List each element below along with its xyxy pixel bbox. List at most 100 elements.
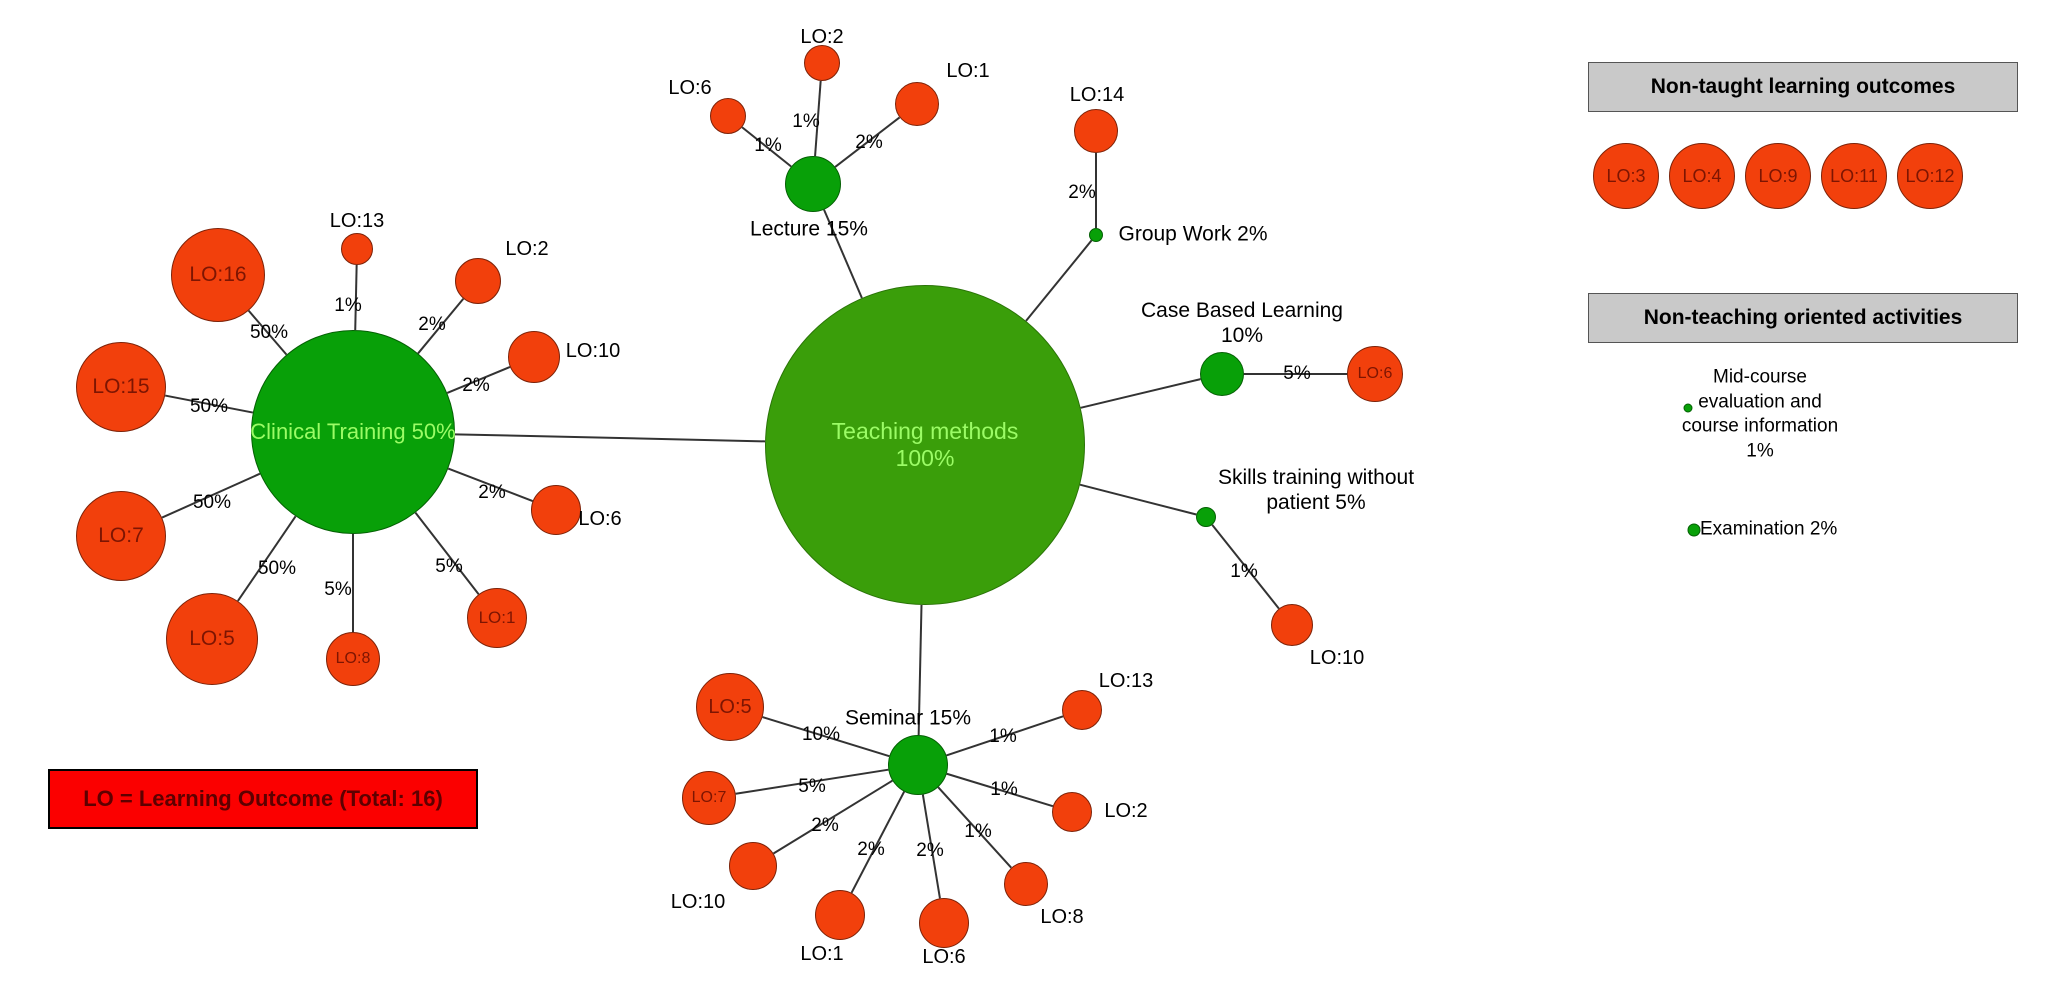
edge-percent-ct-lo5: 50%: [257, 558, 297, 579]
node-ct-lo13[interactable]: [341, 233, 373, 265]
node-label-clinical-training: Clinical Training 50%: [250, 419, 456, 445]
learning-outcome-legend-text: LO = Learning Outcome (Total: 16): [83, 786, 443, 811]
non-taught-outcome-lo4[interactable]: LO:4: [1669, 143, 1735, 209]
non-taught-outcome-label: LO:9: [1758, 165, 1798, 186]
edge-percent-ct-lo10: 2%: [462, 375, 490, 396]
edge-percent-sem-lo5: 10%: [801, 724, 841, 745]
node-ct-lo15-label: LO:15: [92, 375, 150, 398]
edge-percent-ct-lo1: 5%: [435, 556, 463, 577]
node-label-skills-training: Skills training without patient 5%: [1217, 466, 1415, 514]
non-taught-outcome-lo3[interactable]: LO:3: [1593, 143, 1659, 209]
node-sem-lo7-label: LO:7: [691, 789, 727, 806]
node-label-ct-lo13: LO:13: [329, 210, 385, 233]
edge-percent-sem-lo10: 2%: [811, 815, 839, 836]
panel-non-taught-title: Non-taught learning outcomes: [1650, 75, 1956, 98]
node-sem-lo7[interactable]: LO:7: [682, 771, 736, 825]
node-ct-lo7-label: LO:7: [98, 524, 144, 547]
node-clinical-training[interactable]: [251, 330, 455, 534]
edge-percent-ct-lo13: 1%: [334, 295, 362, 316]
node-sem-lo2[interactable]: [1052, 792, 1092, 832]
node-skills-training[interactable]: [1196, 507, 1216, 527]
node-label-sem-lo2: LO:2: [1104, 800, 1148, 823]
non-taught-outcome-label: LO:4: [1682, 165, 1722, 186]
non-taught-outcome-list: LO:3 LO:4 LO:9 LO:11 LO:12: [1588, 140, 2018, 220]
node-ct-lo15[interactable]: LO:15: [76, 342, 166, 432]
edge-percent-sem-lo6: 2%: [916, 840, 944, 861]
node-case-based-learning[interactable]: [1200, 352, 1244, 396]
node-label-st-lo10: LO:10: [1309, 647, 1365, 670]
node-sem-lo6[interactable]: [919, 898, 969, 948]
node-gw-lo14[interactable]: [1074, 109, 1118, 153]
edge-teaching-methods-to-group-work: [1025, 239, 1093, 322]
edge-percent-lec-lo2: 1%: [792, 111, 820, 132]
node-ct-lo8[interactable]: LO:8: [326, 632, 380, 686]
node-ct-lo16-label: LO:16: [189, 263, 247, 286]
node-ct-lo10[interactable]: [508, 331, 560, 383]
node-label-sem-lo8: LO:8: [1040, 906, 1084, 929]
node-ct-lo1-label: LO:1: [478, 608, 516, 627]
edge-teaching-methods-to-case-based-learning: [1080, 378, 1201, 409]
node-sem-lo1[interactable]: [815, 890, 865, 940]
node-lec-lo2[interactable]: [804, 45, 840, 81]
node-label-lec-lo2: LO:2: [800, 26, 844, 49]
node-ct-lo6[interactable]: [531, 485, 581, 535]
node-label-ct-lo10: LO:10: [565, 340, 621, 363]
node-ct-lo2[interactable]: [455, 258, 501, 304]
edge-percent-sem-lo8: 1%: [964, 821, 992, 842]
node-ct-lo1[interactable]: LO:1: [467, 588, 527, 648]
node-lec-lo6[interactable]: [710, 98, 746, 134]
node-label-lec-lo1: LO:1: [946, 60, 990, 83]
edge-clinical-training-to-ct-lo1: [414, 512, 480, 595]
node-lec-lo1[interactable]: [895, 82, 939, 126]
node-label-lecture: Lecture 15%: [750, 217, 868, 241]
non-taught-outcome-lo11[interactable]: LO:11: [1821, 143, 1887, 209]
node-label-gw-lo14: LO:14: [1069, 84, 1125, 107]
node-sem-lo5[interactable]: LO:5: [696, 673, 764, 741]
node-sem-lo8[interactable]: [1004, 862, 1048, 906]
node-seminar[interactable]: [888, 735, 948, 795]
edge-percent-ct-lo15: 50%: [189, 396, 229, 417]
node-label-seminar: Seminar 15%: [844, 706, 972, 730]
node-label-teaching-methods: Teaching methods 100%: [831, 417, 1019, 471]
edge-percent-sem-lo2: 1%: [990, 779, 1018, 800]
node-ct-lo16[interactable]: LO:16: [171, 228, 265, 322]
node-label-sem-lo6: LO:6: [922, 946, 966, 969]
panel-non-taught-header: Non-taught learning outcomes: [1588, 62, 2018, 112]
edge-percent-cbl-lo6: 5%: [1283, 363, 1311, 384]
node-label-ct-lo6: LO:6: [578, 508, 622, 531]
non-taught-outcome-label: LO:11: [1830, 165, 1878, 186]
node-label-lec-lo6: LO:6: [668, 77, 712, 100]
mid-course-evaluation-dot: [1683, 403, 1693, 413]
node-ct-lo8-label: LO:8: [335, 650, 371, 667]
panel-non-teaching-header: Non-teaching oriented activities: [1588, 293, 2018, 343]
node-st-lo10[interactable]: [1271, 604, 1313, 646]
examination-label: Examination 2%: [1700, 518, 1838, 540]
edge-percent-ct-lo6: 2%: [478, 482, 506, 503]
node-ct-lo5[interactable]: LO:5: [166, 593, 258, 685]
panel-non-teaching-title: Non-teaching oriented activities: [1643, 306, 1963, 329]
learning-outcome-legend: LO = Learning Outcome (Total: 16): [48, 769, 478, 829]
non-taught-outcome-lo9[interactable]: LO:9: [1745, 143, 1811, 209]
edge-teaching-methods-to-clinical-training: [454, 433, 766, 443]
node-label-sem-lo10: LO:10: [670, 891, 726, 914]
node-label-ct-lo2: LO:2: [505, 238, 549, 261]
node-sem-lo10[interactable]: [729, 842, 777, 890]
node-lecture[interactable]: [785, 156, 841, 212]
node-teaching-methods[interactable]: [765, 285, 1085, 605]
edge-teaching-methods-to-skills-training: [1079, 483, 1197, 516]
edge-percent-st-lo10: 1%: [1230, 561, 1258, 582]
edge-percent-lec-lo6: 1%: [754, 135, 782, 156]
node-cbl-lo6[interactable]: LO:6: [1347, 346, 1403, 402]
non-taught-outcome-label: LO:3: [1606, 165, 1646, 186]
examination-dot: [1687, 523, 1701, 537]
edge-percent-ct-lo8: 5%: [324, 579, 352, 600]
node-ct-lo7[interactable]: LO:7: [76, 491, 166, 581]
node-ct-lo5-label: LO:5: [189, 627, 235, 650]
node-group-work[interactable]: [1089, 228, 1103, 242]
non-taught-outcome-lo12[interactable]: LO:12: [1897, 143, 1963, 209]
node-cbl-lo6-label: LO:6: [1357, 365, 1393, 382]
node-sem-lo5-label: LO:5: [708, 695, 752, 718]
node-sem-lo13[interactable]: [1062, 690, 1102, 730]
node-label-sem-lo1: LO:1: [800, 943, 844, 966]
